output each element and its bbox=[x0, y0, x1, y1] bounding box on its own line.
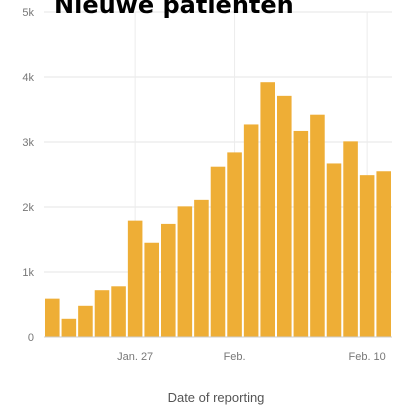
bar bbox=[161, 223, 176, 337]
bar bbox=[310, 114, 325, 337]
bar bbox=[376, 171, 391, 337]
y-tick-label: 4k bbox=[22, 72, 34, 84]
bar bbox=[144, 242, 159, 337]
x-tick-label: Feb. 10 bbox=[348, 351, 385, 363]
bar bbox=[177, 206, 193, 337]
chart-title: Nieuwe patiënten bbox=[54, 0, 294, 19]
bar bbox=[293, 130, 309, 337]
bar bbox=[359, 175, 375, 337]
x-axis-label: Date of reporting bbox=[168, 390, 265, 405]
bar bbox=[227, 152, 242, 337]
bar bbox=[94, 290, 110, 337]
y-tick-label: 1k bbox=[22, 267, 34, 279]
bar bbox=[194, 199, 209, 337]
bar bbox=[111, 286, 126, 337]
x-tick-label: Feb. bbox=[224, 351, 246, 363]
y-axis-ticks: 0 1k 2k 3k 4k 5k bbox=[22, 7, 34, 344]
y-tick-label: 5k bbox=[22, 7, 34, 19]
bar bbox=[260, 82, 275, 337]
x-axis-ticks: Jan. 27 Feb. Feb. 10 bbox=[117, 351, 386, 363]
y-tick-label: 3k bbox=[22, 137, 34, 149]
y-tick-label: 0 bbox=[28, 332, 34, 344]
grid-lines bbox=[44, 11, 392, 337]
bars bbox=[45, 82, 391, 337]
bar bbox=[61, 318, 77, 337]
x-tick-label: Jan. 27 bbox=[117, 351, 153, 363]
bar bbox=[243, 124, 259, 337]
bar bbox=[326, 163, 342, 337]
y-tick-label: 2k bbox=[22, 202, 34, 214]
bar bbox=[277, 95, 292, 337]
bar bbox=[78, 305, 93, 337]
bar bbox=[210, 166, 226, 337]
bar bbox=[45, 298, 60, 337]
bar bbox=[343, 141, 358, 337]
bar bbox=[127, 220, 143, 337]
